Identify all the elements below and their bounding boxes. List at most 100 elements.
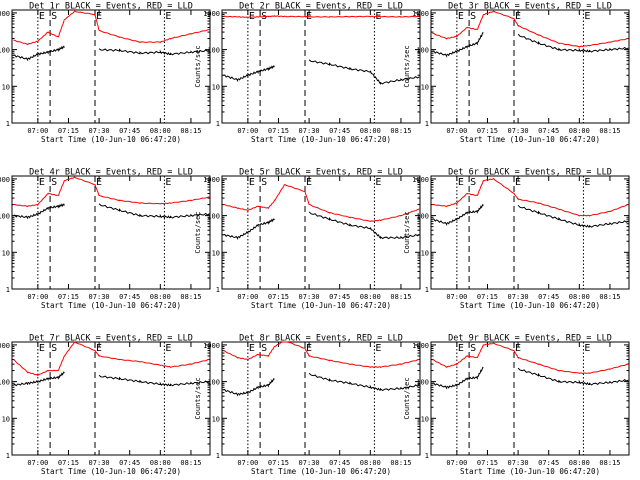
x-tick-label: 07:15 [268,293,289,301]
x-tick-label: 07:00 [27,459,48,467]
marker-letter: E [306,343,312,354]
x-tick-label: 08:15 [599,459,620,467]
y-tick-label: 1000 [203,342,220,350]
y-axis-label: Counts/sec [403,377,411,419]
marker-letter: S [51,177,57,188]
panel-det-3: Det 3r BLACK = Events, RED = LLD 1 10 100 10… [403,2,630,144]
marker-letter: E [165,343,171,354]
x-tick-label: 07:00 [27,127,48,135]
lld-series-line [13,9,210,46]
x-tick-label: 07:00 [237,459,258,467]
y-tick-label: 1 [216,286,220,294]
plot-frame [221,341,421,456]
x-tick-label: 08:00 [360,293,381,301]
x-tick-label: 08:15 [599,293,620,301]
marker-letter: S [261,343,267,354]
x-tick-label: 08:15 [599,127,620,135]
plot-frame [430,9,630,124]
x-tick-label: 08:15 [180,127,201,135]
x-axis-label: Start Time (10-Jun-10 06:47:20) [41,135,181,144]
lld-series-line [13,341,210,377]
x-tick-label: 07:15 [58,293,79,301]
x-axis-label: Start Time (10-Jun-10 06:47:20) [251,135,391,144]
y-tick-label: 1 [6,452,10,460]
y-tick-label: 10 [421,249,429,257]
y-tick-label: 10 [212,249,220,257]
marker-letter: E [249,11,255,22]
panel-det-8: Det 8r BLACK = Events, RED = LLD 1 10 100 10… [194,334,421,476]
x-tick-label: 08:00 [569,293,590,301]
x-tick-label: 08:00 [150,127,171,135]
panel-title: Det 8r BLACK = Events, RED = LLD [239,334,403,344]
y-tick-label: 1 [6,286,10,294]
marker-letter: E [515,177,521,188]
x-tick-label: 07:45 [329,459,350,467]
y-tick-label: 10 [2,415,10,423]
marker-letter: E [96,11,102,22]
x-tick-label: 07:00 [446,127,467,135]
panel-det-5: Det 5r BLACK = Events, RED = LLD 1 10 100 10… [194,168,421,310]
panel-det-9: Det 9r BLACK = Events, RED = LLD 1 10 100 10… [403,334,630,476]
lld-series-line [432,10,629,48]
marker-letter: E [458,11,464,22]
lld-series-line [13,176,210,208]
marker-letter: E [375,177,381,188]
x-axis-label: Start Time (10-Jun-10 06:47:20) [41,301,181,310]
x-tick-label: 08:00 [360,459,381,467]
y-tick-label: 1000 [412,342,429,350]
marker-letter: E [458,177,464,188]
x-tick-label: 07:45 [329,127,350,135]
x-tick-label: 08:00 [150,459,171,467]
marker-letter: E [375,343,381,354]
x-tick-label: 07:45 [119,293,140,301]
y-tick-label: 1 [6,120,10,128]
x-tick-label: 07:30 [508,127,529,135]
y-tick-label: 1000 [203,10,220,18]
y-tick-label: 100 [416,47,429,55]
lld-series-line [223,14,420,19]
y-tick-label: 10 [212,415,220,423]
x-axis-label: Start Time (10-Jun-10 06:47:20) [251,467,391,476]
marker-letter: E [39,343,45,354]
marker-letter: E [515,11,521,22]
marker-letter: S [51,11,57,22]
y-tick-label: 100 [0,47,10,55]
marker-letter: E [584,343,590,354]
y-tick-label: 1 [216,452,220,460]
x-tick-label: 07:30 [89,459,110,467]
x-tick-label: 07:45 [538,459,559,467]
x-tick-label: 08:15 [390,127,411,135]
y-tick-label: 1 [425,286,429,294]
x-tick-label: 07:30 [299,127,320,135]
events-series-line [432,366,629,390]
events-series-line [13,203,210,220]
x-tick-label: 07:15 [477,127,498,135]
y-tick-label: 1000 [412,10,429,18]
marker-letter: E [584,177,590,188]
x-tick-label: 07:45 [119,127,140,135]
marker-letter: S [51,343,57,354]
panel-title: Det 6r BLACK = Events, RED = LLD [448,168,612,178]
plot-frame [221,9,421,124]
panel-title: Det 3r BLACK = Events, RED = LLD [448,2,612,12]
y-tick-label: 1000 [0,342,10,350]
panel-title: Det 9r BLACK = Events, RED = LLD [448,334,612,344]
marker-letter: S [470,177,476,188]
plot-frame [221,175,421,290]
y-tick-label: 10 [2,249,10,257]
marker-letter: E [458,343,464,354]
x-tick-label: 07:00 [237,127,258,135]
panel-title: Det 4r BLACK = Events, RED = LLD [29,168,193,178]
x-tick-label: 08:00 [150,293,171,301]
plot-frame [11,175,211,290]
events-series-line [223,59,420,85]
lld-series-line [223,341,420,369]
y-axis-label: Counts/sec [194,45,202,87]
x-axis-label: Start Time (10-Jun-10 06:47:20) [41,467,181,476]
y-tick-label: 1000 [203,176,220,184]
x-axis-label: Start Time (10-Jun-10 06:47:20) [460,301,600,310]
events-series-line [223,372,420,397]
y-tick-label: 10 [421,415,429,423]
x-tick-label: 07:30 [508,293,529,301]
y-tick-label: 100 [207,47,220,55]
